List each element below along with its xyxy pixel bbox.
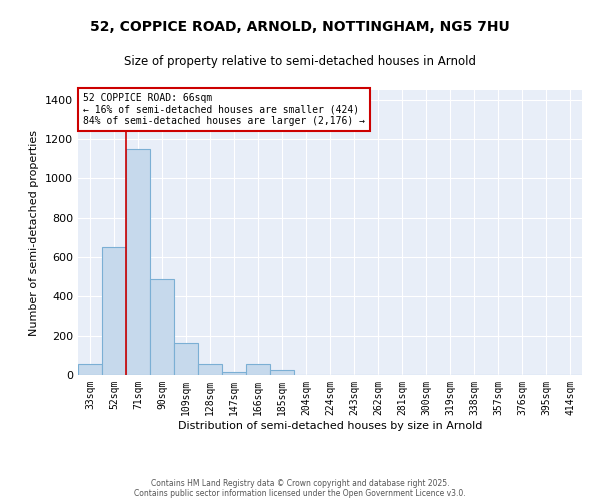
Text: Contains public sector information licensed under the Open Government Licence v3: Contains public sector information licen… bbox=[134, 488, 466, 498]
Bar bbox=[174, 342, 198, 375]
Bar bbox=[198, 364, 222, 375]
Text: 52, COPPICE ROAD, ARNOLD, NOTTINGHAM, NG5 7HU: 52, COPPICE ROAD, ARNOLD, NOTTINGHAM, NG… bbox=[90, 20, 510, 34]
Bar bbox=[126, 149, 150, 375]
Text: 52 COPPICE ROAD: 66sqm
← 16% of semi-detached houses are smaller (424)
84% of se: 52 COPPICE ROAD: 66sqm ← 16% of semi-det… bbox=[83, 93, 365, 126]
Bar bbox=[150, 278, 174, 375]
Y-axis label: Number of semi-detached properties: Number of semi-detached properties bbox=[29, 130, 40, 336]
Bar bbox=[246, 364, 270, 375]
Bar bbox=[78, 364, 102, 375]
Bar bbox=[222, 372, 246, 375]
Bar bbox=[270, 370, 294, 375]
Text: Contains HM Land Registry data © Crown copyright and database right 2025.: Contains HM Land Registry data © Crown c… bbox=[151, 478, 449, 488]
X-axis label: Distribution of semi-detached houses by size in Arnold: Distribution of semi-detached houses by … bbox=[178, 420, 482, 430]
Text: Size of property relative to semi-detached houses in Arnold: Size of property relative to semi-detach… bbox=[124, 55, 476, 68]
Bar bbox=[102, 247, 126, 375]
